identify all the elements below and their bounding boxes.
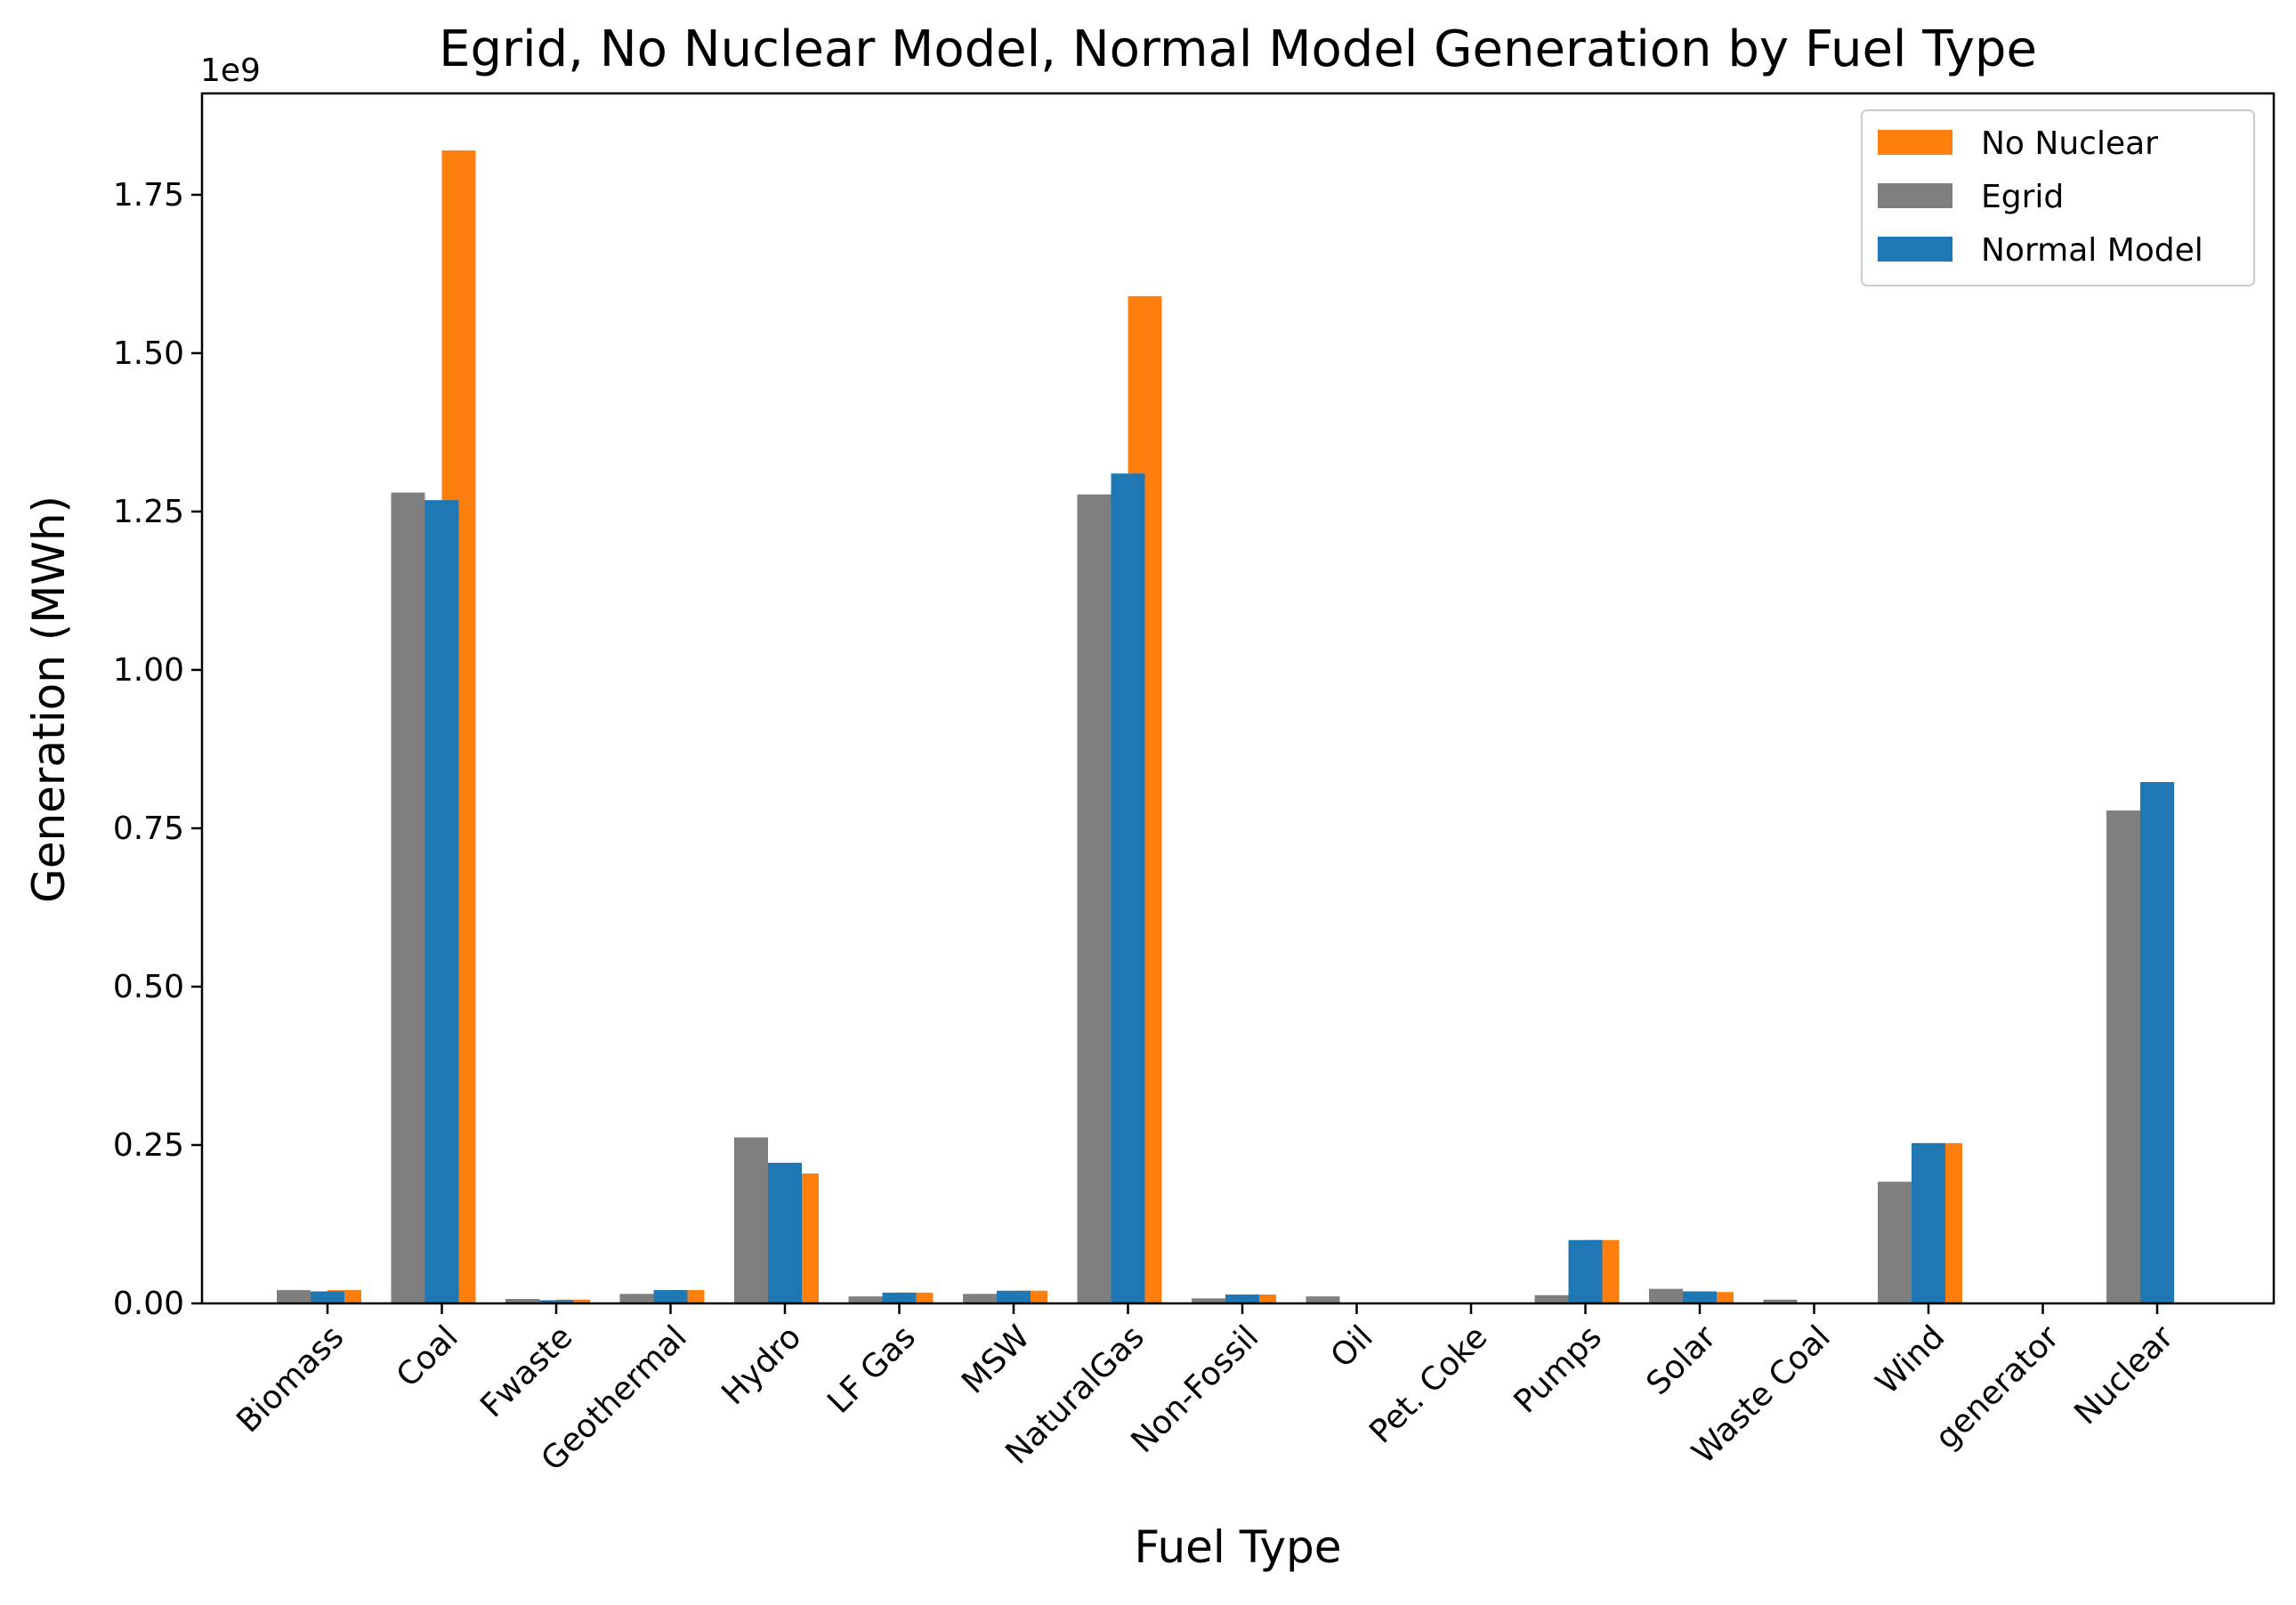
bar-normal-model-hydro [768,1162,802,1303]
legend-label: Normal Model [1981,232,2203,269]
bar-normal-model-wind [1912,1142,1945,1303]
x-tick-label: Solar [1639,1319,1723,1402]
x-tick-label: MSW [955,1319,1037,1400]
bar-egrid-fwaste [505,1299,539,1303]
x-tick-label: Hydro [715,1319,809,1412]
legend-swatch-normal-model [1878,237,1952,262]
y-axis-label: Generation (MWh) [23,496,75,903]
legend: No Nuclear Egrid Normal Model [1861,109,2255,286]
x-tick-label: Nuclear [2067,1319,2180,1432]
bar-normal-model-pumps [1568,1239,1603,1303]
bar-egrid-naturalgas [1077,494,1112,1303]
x-axis-label: Fuel Type [1134,1521,1341,1573]
legend-box [1861,109,2255,286]
bar-egrid-hydro [734,1137,768,1303]
bar-normal-model-biomass [311,1291,344,1303]
bar-normal-model-msw [997,1290,1031,1303]
x-tick-label: LF Gas [821,1319,922,1420]
y-tick-label: 0.25 [113,1127,184,1164]
bar-normal-model-lf-gas [882,1292,917,1303]
bar-egrid-non-fossil [1192,1298,1225,1303]
legend-label: Egrid [1981,179,2064,215]
bar-egrid-solar [1649,1288,1683,1303]
y-axis-offset-label: 1e9 [200,52,261,89]
legend-swatch-no-nuclear [1878,130,1952,155]
x-tick-label: Fwaste [473,1319,579,1424]
y-tick-label: 1.25 [113,494,184,530]
bar-egrid-waste-coal [1763,1299,1798,1303]
y-tick-label: 1.75 [113,177,184,214]
bar-normal-model-naturalgas [1111,473,1145,1303]
legend-items: No Nuclear Egrid Normal Model [1878,125,2203,269]
x-tick-label: Biomass [230,1319,351,1440]
bar-normal-model-non-fossil [1225,1294,1259,1303]
y-tick-label: 0.75 [113,811,184,847]
bar-normal-model-solar [1683,1291,1717,1303]
bar-egrid-nuclear [2106,811,2140,1303]
y-axis-ticks: 0.00 0.25 0.50 0.75 1.00 1.25 1.50 1.75 [113,177,202,1322]
bars-group [277,150,2174,1304]
bar-egrid-biomass [277,1290,311,1303]
x-tick-label: Pumps [1508,1319,1609,1420]
bar-normal-model-coal [424,500,459,1303]
bar-egrid-msw [963,1294,997,1303]
bar-egrid-coal [391,492,425,1303]
bar-egrid-oil [1306,1296,1340,1303]
legend-swatch-egrid [1878,183,1952,208]
y-tick-label: 1.50 [113,335,184,372]
x-tick-label: Pet. Coke [1362,1319,1494,1450]
bar-normal-model-nuclear [2140,781,2174,1303]
y-tick-label: 1.00 [113,652,184,689]
bar-normal-model-fwaste [539,1300,573,1303]
x-tick-label: Oil [1324,1319,1380,1375]
x-tick-label: Coal [390,1319,465,1394]
y-tick-label: 0.50 [113,969,184,1005]
x-tick-label: generator [1928,1319,2066,1456]
legend-label: No Nuclear [1981,125,2158,162]
bar-egrid-lf-gas [848,1296,883,1303]
x-tick-label: Wind [1869,1319,1952,1401]
bar-normal-model-geothermal [653,1290,688,1303]
chart-title: Egrid, No Nuclear Model, Normal Model Ge… [439,20,2037,78]
bar-egrid-geothermal [619,1294,654,1303]
plot-frame [200,92,2276,1305]
bar-egrid-wind [1878,1182,1912,1303]
bar-egrid-pumps [1534,1294,1569,1303]
y-tick-label: 0.00 [113,1286,184,1322]
